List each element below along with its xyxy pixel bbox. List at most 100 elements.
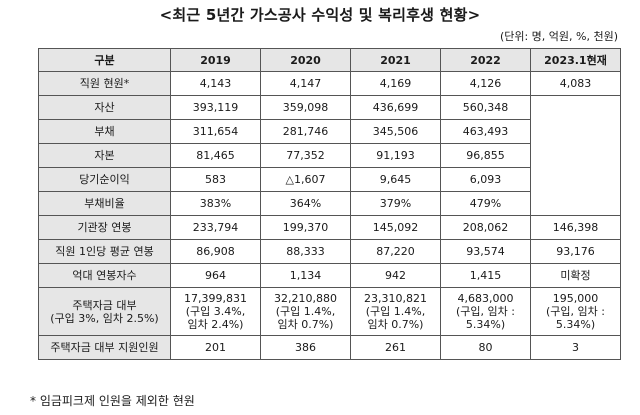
cell-line: 6,093 [469,173,502,186]
header-cell: 2021 [350,48,441,72]
table-cell: 479% [440,191,531,216]
cell-line: 96,855 [466,149,505,162]
cell-line: 4,143 [199,77,232,90]
header-cell: 2020 [260,48,351,72]
table-row: 자산 393,119 359,098 436,699 560,348 [38,95,621,216]
cell-line: 91,193 [376,149,415,162]
table-cell: 4,147 [260,71,351,96]
cell-line: 23,310,821 [364,292,427,305]
table-cell: 80 [440,335,531,360]
cell-line: 87,220 [376,245,415,258]
merged-blank-cell [530,95,621,216]
table-cell: 583 [170,167,261,192]
table-cell: 4,683,000 (구입, 임차 :5.34%) [440,287,531,336]
row-label: 억대 연봉자수 [38,263,171,288]
cell-line: 4,147 [289,77,322,90]
cell-line: (구입 1.4%, [365,305,426,318]
table-cell: 942 [350,263,441,288]
table-cell: 87,220 [350,239,441,264]
table-cell: 1,134 [260,263,351,288]
row-label-line: 주택자금 대부 [72,298,137,312]
cell-line: 964 [205,269,226,282]
table-cell: 233,794 [170,215,261,240]
table-cell: 4,169 [350,71,441,96]
cell-line: 임차 0.7%) [277,318,334,331]
table-cell: 88,333 [260,239,351,264]
row-label: 당기순이익 [38,167,171,192]
cell-line: 88,333 [286,245,325,258]
cell-line: 311,654 [192,125,239,138]
table-cell: 386 [260,335,351,360]
table-cell: 86,908 [170,239,261,264]
table-row: 부채 311,654 281,746 345,506 463,493 [38,119,621,144]
table-cell: △1,607 [260,167,351,192]
cell-line: (구입, 임차 : [456,305,515,318]
cell-line: 4,169 [379,77,412,90]
cell-line: 463,493 [462,125,509,138]
row-label: 자산 [38,95,171,120]
cell-line: 145,092 [372,221,419,234]
cell-line: 임차 2.4%) [187,318,244,331]
table-cell: 195,000 (구입, 임차 :5.34%) [530,287,621,336]
table-cell: 393,119 [170,95,261,120]
row-label: 직원 1인당 평균 연봉 [38,239,171,264]
cell-line: 942 [385,269,406,282]
table-cell: 146,398 [530,215,621,240]
cell-line: (구입 1.4%, [275,305,336,318]
table-cell: 261 [350,335,441,360]
cell-line: 386 [295,341,316,354]
table-cell: 463,493 [440,119,531,144]
table-cell: 964 [170,263,261,288]
table-cell: 93,574 [440,239,531,264]
table-row: 직원 1인당 평균 연봉 86,908 88,333 87,220 93,574 93,1… [38,239,621,264]
table-body: 직원 현원* 4,143 4,147 4,169 4,126 4,083 자산 393,119… [38,71,621,360]
cell-line: 201 [205,341,226,354]
table-cell: 345,506 [350,119,441,144]
cell-line: 임차 0.7%) [367,318,424,331]
table-cell: 1,415 [440,263,531,288]
cell-line: 195,000 [552,292,599,305]
table-cell: 436,699 [350,95,441,120]
cell-line: 77,352 [286,149,325,162]
table-cell: 364% [260,191,351,216]
footnote: * 임금피크제 인원을 제외한 현원 [30,394,195,408]
cell-line: △1,607 [285,173,326,186]
table-cell: 560,348 [440,95,531,120]
cell-line: 364% [289,197,322,210]
row-label-line: 기관장 연봉 [77,221,132,234]
table-cell: 77,352 [260,143,351,168]
table-row: 자본 81,465 77,352 91,193 96,855 [38,143,621,168]
cell-line: (구입, 임차 : [546,305,605,318]
table-cell: 9,645 [350,167,441,192]
cell-line: 4,083 [559,77,592,90]
table-cell: 17,399,831 (구입 3.4%, 임차 2.4%) [170,287,261,336]
header-cell: 2019 [170,48,261,72]
row-label-line: 직원 1인당 평균 연봉 [55,245,154,258]
cell-line: 359,098 [282,101,329,114]
cell-line: 4,683,000 [457,292,514,305]
table-cell: 383% [170,191,261,216]
table-row: 주택자금 대부 (구입 3%, 임차 2.5%) 17,399,831 (구입 3.4… [38,287,621,336]
cell-line: 208,062 [462,221,509,234]
cell-line: 86,908 [196,245,235,258]
cell-line: 436,699 [372,101,419,114]
header-cell: 2023.1현재 [530,48,621,72]
cell-line: 5.34%) [465,318,506,331]
cell-line: (구입 3.4%, [185,305,246,318]
row-label: 주택자금 대부 (구입 3%, 임차 2.5%) [38,287,171,336]
table-cell: 4,083 [530,71,621,96]
cell-line: 93,176 [556,245,595,258]
cell-line: 1,134 [289,269,322,282]
row-label-line: 부채 [94,125,115,138]
cell-line: 17,399,831 [184,292,247,305]
table-cell: 4,143 [170,71,261,96]
table-cell: 359,098 [260,95,351,120]
row-label-line: 자산 [94,101,115,114]
row-label-line: 주택자금 대부 지원인원 [50,341,159,354]
row-label-line: 억대 연봉자수 [72,269,137,282]
table-cell: 4,126 [440,71,531,96]
page-title: <최근 5년간 가스공사 수익성 및 복리후생 현황> [159,6,481,24]
row-label: 자본 [38,143,171,168]
table-row: 주택자금 대부 지원인원 201 386 261 80 3 [38,335,621,360]
header-row: 구분 2019 2020 2021 2022 2023.1현재 [38,48,621,72]
